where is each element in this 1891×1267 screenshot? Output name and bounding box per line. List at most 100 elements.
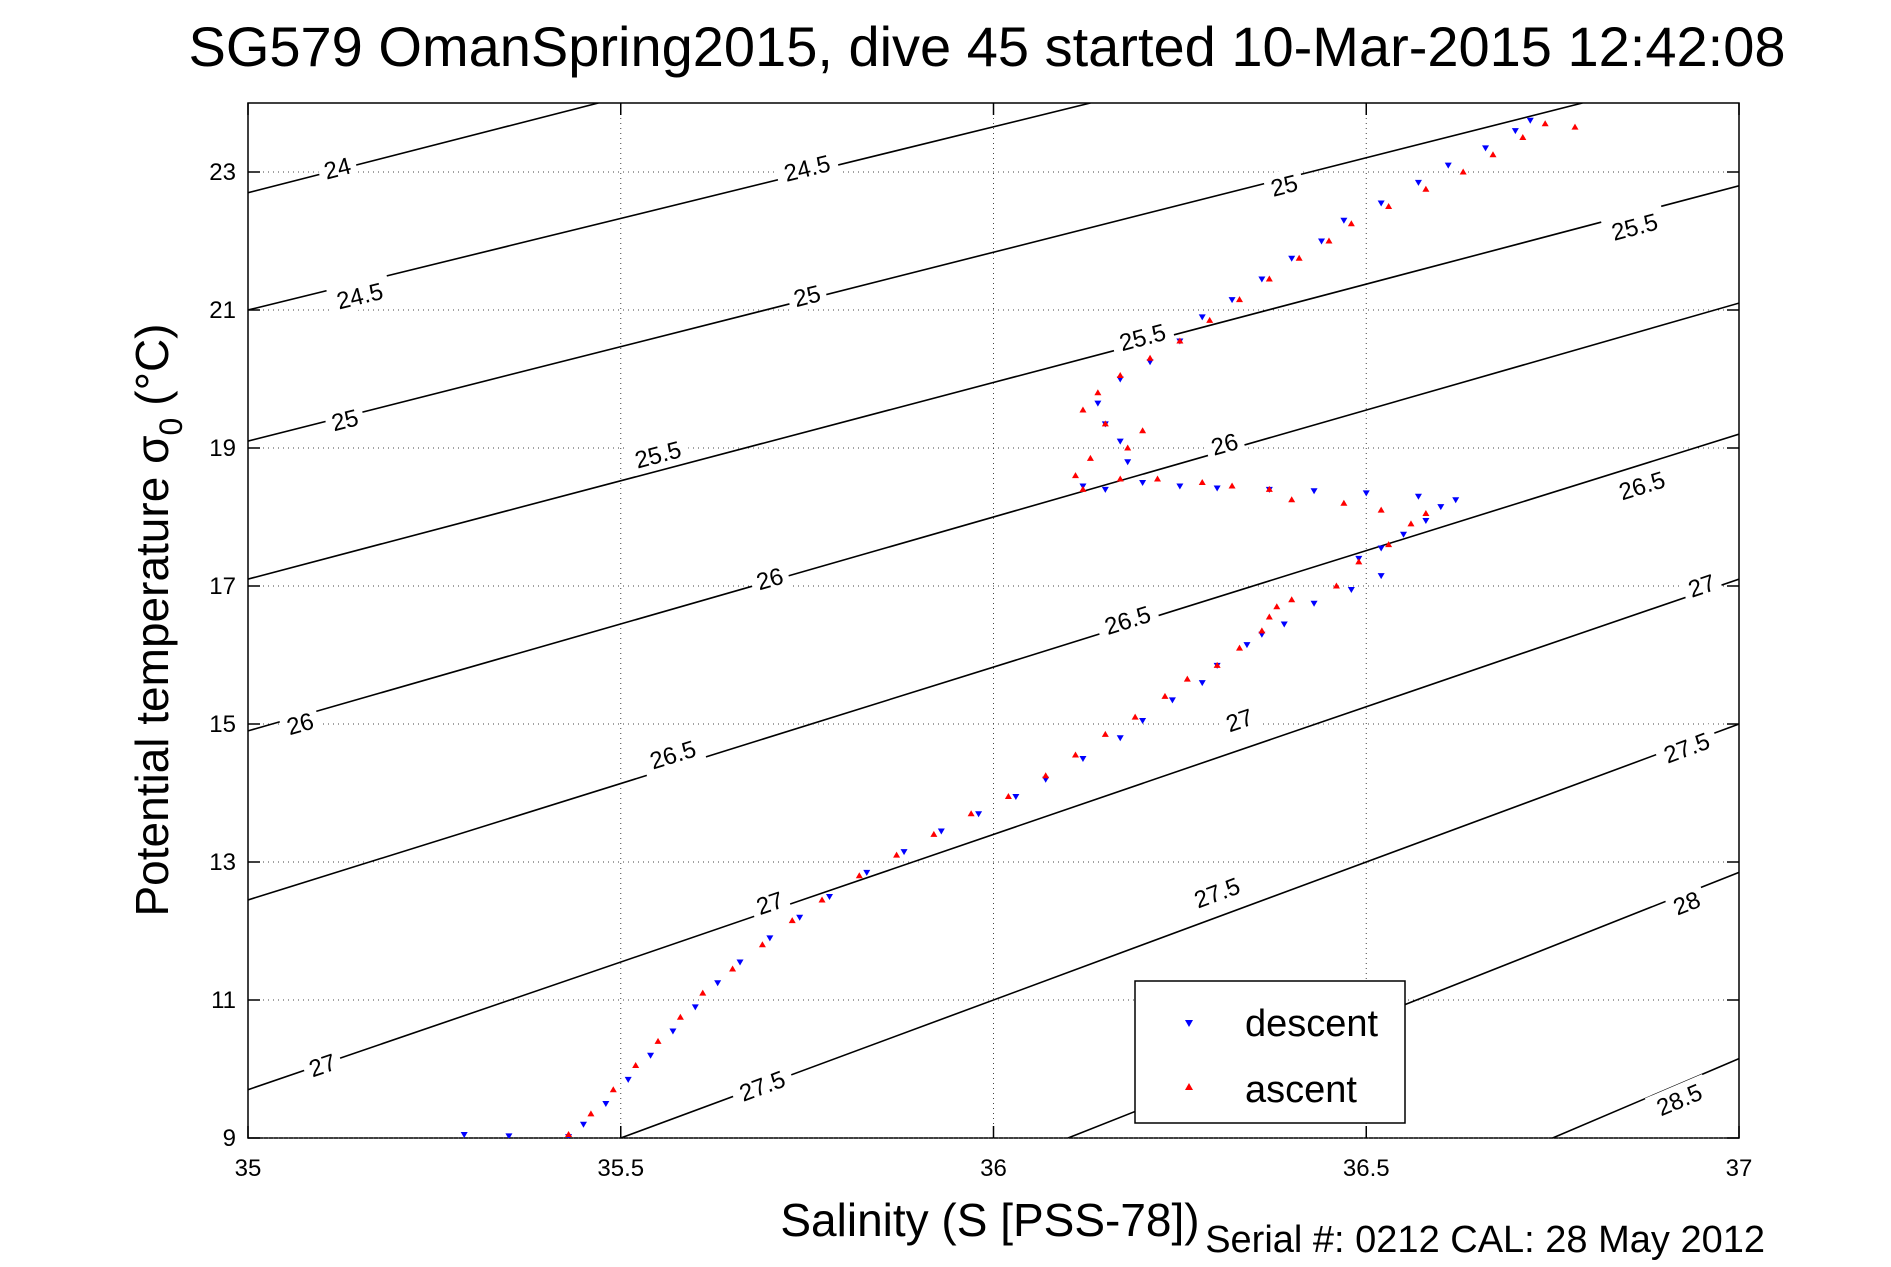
- contour-label-group: 26.5: [1093, 596, 1162, 643]
- descent-point: [937, 828, 945, 835]
- contour-label-group: 27.5: [1652, 723, 1721, 772]
- contour-label-group: 26: [277, 704, 323, 742]
- descent-point: [1452, 497, 1460, 504]
- descent-point: [1511, 128, 1519, 135]
- contour-label-group: 27.5: [1182, 868, 1251, 917]
- contour-label-bg: [1216, 700, 1262, 740]
- ascent-point: [1198, 479, 1206, 485]
- descent-point: [1116, 735, 1124, 742]
- descent-point: [1414, 179, 1422, 186]
- contour-label-bg: [773, 146, 841, 189]
- descent-point: [736, 959, 744, 966]
- contour-label: 25.5: [632, 436, 684, 474]
- contour-label-group: 26.5: [1608, 462, 1676, 508]
- contour-label-group: 25: [1262, 166, 1306, 204]
- ascent-point: [1265, 613, 1273, 620]
- contour-label-bg: [1644, 1074, 1713, 1125]
- descent-point: [900, 849, 908, 856]
- ascent-point: [1146, 354, 1154, 361]
- contour-label-bg: [1262, 166, 1306, 204]
- descent-point: [1079, 756, 1087, 762]
- contour-label: 27.5: [736, 1066, 789, 1108]
- y-axis-label-group: Potential temperature σ0 (°C): [126, 323, 189, 916]
- ascent-point: [729, 965, 737, 972]
- ascent-point: [1079, 485, 1087, 492]
- contour-label-bg: [1108, 315, 1176, 359]
- ascent-point: [1355, 558, 1363, 565]
- ascent-point: [699, 989, 707, 996]
- contour-label-group: 27: [747, 883, 793, 922]
- contour-label-bg: [1202, 424, 1247, 463]
- ascent-point: [1183, 675, 1191, 682]
- ascent-point: [1236, 296, 1244, 303]
- ascent-point: [632, 1062, 640, 1069]
- contour-label-group: 25: [322, 401, 367, 438]
- y-tick-label: 9: [223, 1125, 236, 1152]
- ascent-point: [1213, 661, 1221, 668]
- contour-label-group: 24.5: [773, 146, 841, 189]
- ascent-point: [1086, 454, 1094, 461]
- contour-line: [248, 103, 599, 194]
- ascent-point: [1265, 485, 1273, 492]
- contour-label-group: 26: [1202, 424, 1247, 463]
- y-axis-label-subscript: 0: [153, 418, 189, 436]
- ascent-point: [1422, 185, 1430, 192]
- descent-point: [579, 1121, 587, 1128]
- contour-line: [248, 578, 1739, 1091]
- contour-line: [248, 103, 1583, 442]
- contour-label: 26.5: [647, 736, 700, 776]
- ascent-point: [1377, 506, 1385, 513]
- descent-point: [505, 1133, 513, 1138]
- ascent-point: [1288, 596, 1296, 603]
- ascent-point: [1154, 475, 1162, 482]
- ascent-point: [818, 896, 826, 903]
- descent-point: [1377, 200, 1385, 207]
- descent-point: [1347, 586, 1355, 593]
- descent-point: [1198, 314, 1206, 321]
- descent-point: [796, 914, 804, 921]
- contour-line: [248, 302, 1739, 732]
- contour-label: 25: [329, 405, 362, 438]
- descent-point: [1198, 680, 1206, 687]
- descent-point: [1526, 117, 1534, 124]
- descent-point: [766, 935, 774, 942]
- x-tick-label: 36.5: [1343, 1155, 1390, 1182]
- legend-ascent-marker: [1185, 1083, 1193, 1090]
- axis-ticks: 35 35.5 36 36.5 37 9 11 13 15 17 19 21 23: [209, 103, 1752, 1182]
- contour-label-bg: [1182, 868, 1251, 917]
- descent-point: [1310, 488, 1318, 495]
- y-tick-label: 17: [209, 573, 236, 600]
- x-tick-label: 37: [1726, 1155, 1753, 1182]
- descent-point: [1288, 255, 1296, 262]
- ascent-point: [1236, 644, 1244, 651]
- contour-label-bg: [728, 1061, 796, 1110]
- contour-label-bg: [1093, 596, 1162, 643]
- descent-point: [1101, 486, 1109, 493]
- contour-label: 24: [321, 153, 354, 186]
- contour-label-group: 24.5: [326, 274, 394, 317]
- ascent-point: [676, 1013, 684, 1020]
- descent-point: [863, 869, 871, 876]
- contour-label: 28.5: [1653, 1079, 1707, 1122]
- descent-point: [1116, 438, 1124, 445]
- contour-line: [620, 723, 1739, 1138]
- contour-label-group: 25: [785, 276, 829, 314]
- ascent-point: [609, 1086, 617, 1093]
- descent-point: [691, 1004, 699, 1011]
- descent-point: [975, 811, 983, 818]
- descent-point: [1124, 459, 1132, 466]
- ascent-point: [1519, 134, 1527, 140]
- contour-label-bg: [1678, 565, 1724, 605]
- contour-label-bg: [1608, 462, 1676, 508]
- ascent-point: [1295, 254, 1303, 261]
- descent-point: [647, 1052, 655, 1059]
- ascent-point: [1079, 406, 1087, 413]
- ascent-point: [1124, 444, 1132, 451]
- descent-point: [1310, 600, 1318, 607]
- descent-point: [825, 894, 833, 900]
- x-tick-label: 36: [980, 1155, 1007, 1182]
- ascent-point: [1139, 427, 1147, 434]
- x-tick-label: 35: [235, 1155, 262, 1182]
- descent-point: [1176, 483, 1184, 490]
